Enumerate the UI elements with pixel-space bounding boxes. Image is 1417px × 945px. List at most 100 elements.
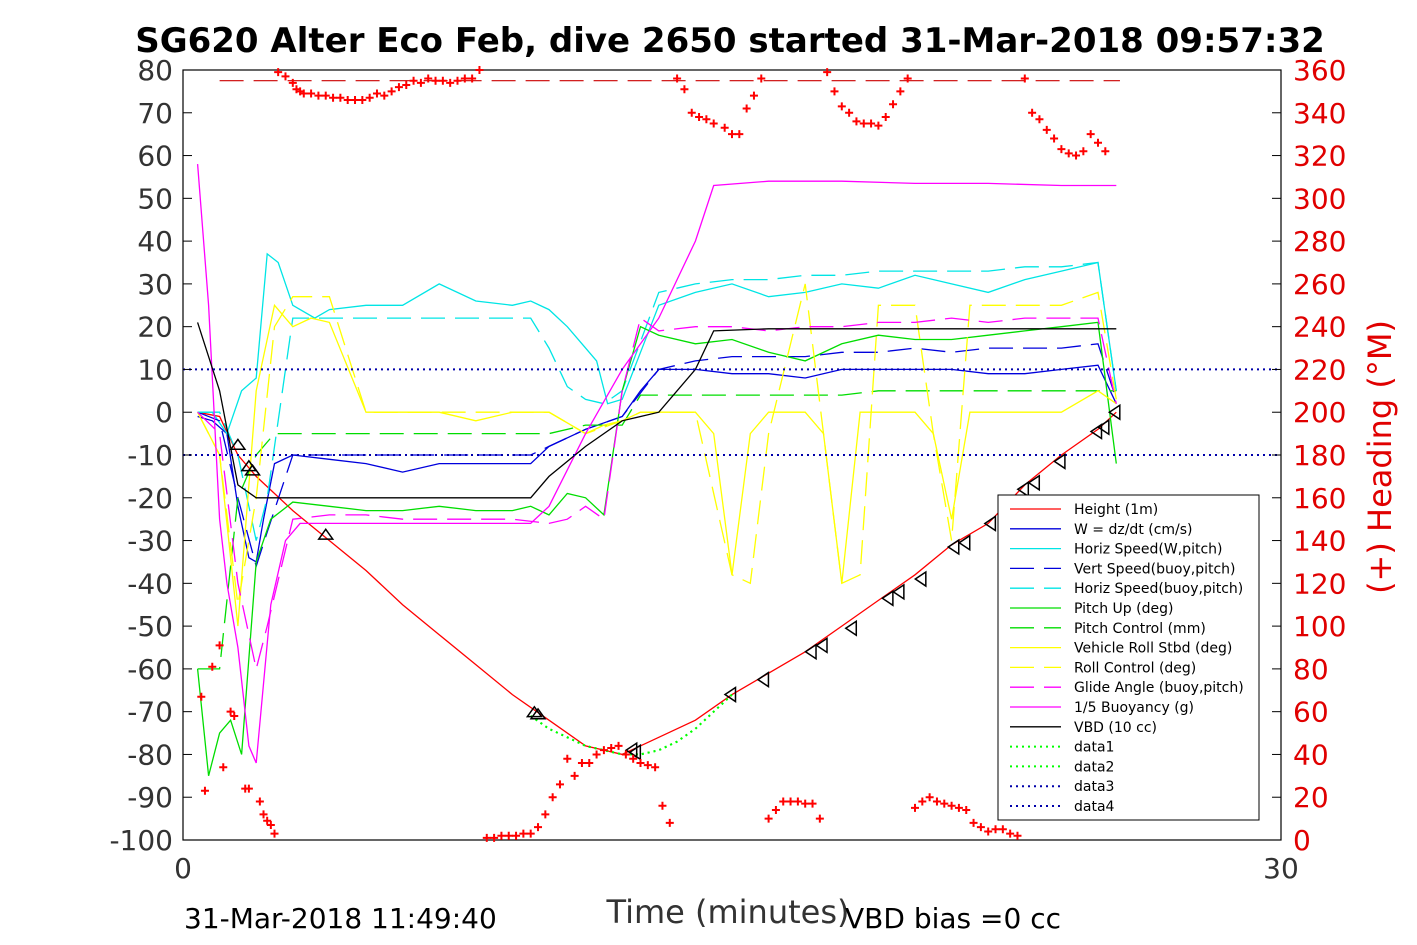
x-axis-ticks: 0 30 <box>174 852 1299 885</box>
series-line-4 <box>197 343 1117 569</box>
heading-point <box>490 833 499 842</box>
heading-point <box>380 91 389 100</box>
right-tick-label: 260 <box>1293 268 1346 301</box>
right-tick-label: 20 <box>1293 781 1329 814</box>
legend-label-5: Horiz Speed(buoy,pitch) <box>1074 581 1243 597</box>
heading-point <box>215 641 224 650</box>
left-tick-label: 10 <box>137 353 173 386</box>
heading-point <box>453 76 462 85</box>
heading-point <box>230 711 239 720</box>
heading-point <box>358 95 367 104</box>
series-line-10 <box>197 317 1117 670</box>
ascent-marker <box>1016 480 1030 498</box>
heading-point <box>636 759 645 767</box>
descent-marker <box>244 463 261 476</box>
left-tick-label: 70 <box>137 97 173 130</box>
heading-point <box>757 74 766 83</box>
heading-point <box>438 76 447 85</box>
right-tick-label: 340 <box>1293 97 1346 130</box>
heading-point <box>259 810 268 819</box>
heading-point <box>786 797 795 806</box>
ascent-marker <box>983 515 997 532</box>
heading-point <box>226 707 235 716</box>
heading-point <box>365 93 374 102</box>
heading-point <box>1094 138 1102 147</box>
ascent-marker <box>892 583 905 601</box>
footer-vbd-bias: VBD bias =0 cc <box>845 902 1061 935</box>
heading-point <box>577 759 586 767</box>
heading-layer <box>197 66 1110 842</box>
heading-point <box>643 761 652 770</box>
marker-layer <box>229 403 1121 761</box>
heading-point <box>823 68 832 77</box>
ascent-marker <box>1107 403 1121 421</box>
legend: Height (1m) W = dz/dt (cm/s) Horiz Speed(W… <box>997 494 1260 821</box>
series-line-6 <box>196 321 1117 776</box>
heading-point <box>336 93 345 102</box>
heading-point <box>1072 151 1081 160</box>
heading-point <box>482 833 491 842</box>
heading-point <box>607 744 616 753</box>
heading-point <box>808 799 817 808</box>
right-tick-label: 80 <box>1293 653 1329 686</box>
legend-label-1: Height (1m) <box>1074 502 1158 518</box>
right-tick-label: 300 <box>1293 182 1346 215</box>
legend-label-10: Glide Angle (buoy,pitch) <box>1074 680 1244 696</box>
heading-point <box>918 797 927 806</box>
heading-point <box>687 108 696 117</box>
heading-point <box>852 117 861 126</box>
descent-marker <box>317 527 335 540</box>
plot-area <box>183 66 1282 842</box>
series-line-11 <box>196 164 1117 764</box>
x-tick-label: 30 <box>1263 852 1299 885</box>
heading-point <box>270 829 279 838</box>
heading-point <box>343 95 352 104</box>
heading-point <box>274 68 283 77</box>
ascent-marker <box>1096 418 1110 436</box>
left-tick-label: 0 <box>155 396 173 429</box>
heading-point <box>1086 130 1095 139</box>
right-axis-label: (+) Heading (°M) <box>1361 320 1399 594</box>
heading-point <box>585 759 594 767</box>
heading-point <box>720 123 729 132</box>
heading-point <box>991 825 1000 834</box>
legend-label-16: data4 <box>1074 799 1115 815</box>
left-tick-label: -10 <box>127 439 173 472</box>
legend-label-4: Vert Speed(buoy,pitch) <box>1074 561 1236 577</box>
right-tick-label: 180 <box>1293 439 1346 472</box>
heading-point <box>1035 115 1044 124</box>
legend-label-3: Horiz Speed(W,pitch) <box>1074 542 1222 558</box>
heading-point <box>1057 145 1066 154</box>
heading-point <box>244 784 253 793</box>
heading-point <box>911 803 919 812</box>
ascent-marker <box>957 534 971 552</box>
heading-point <box>307 89 316 98</box>
legend-label-12: VBD (10 cc) <box>1074 720 1157 736</box>
heading-point <box>629 754 638 763</box>
right-tick-label: 100 <box>1293 610 1346 643</box>
heading-point <box>329 93 338 102</box>
heading-point <box>779 797 788 806</box>
heading-point <box>651 763 660 772</box>
right-tick-label: 280 <box>1293 225 1346 258</box>
heading-point <box>771 806 780 815</box>
heading-point <box>555 780 564 789</box>
legend-label-14: data2 <box>1074 759 1114 775</box>
heading-point <box>599 746 608 755</box>
heading-point <box>709 119 718 128</box>
heading-point <box>998 825 1007 834</box>
ascent-marker <box>844 619 858 637</box>
ascent-marker <box>628 743 642 761</box>
ascent-marker <box>1089 423 1103 440</box>
legend-label-8: Vehicle Roll Stbd (deg) <box>1074 641 1232 657</box>
ascent-marker <box>946 538 960 556</box>
heading-point <box>695 113 704 122</box>
heading-point <box>314 91 323 100</box>
heading-point <box>881 113 890 122</box>
series-line-12 <box>196 322 1117 499</box>
legend-label-7: Pitch Control (mm) <box>1074 621 1206 637</box>
ascent-marker <box>913 570 927 588</box>
ascent-marker <box>1053 453 1066 470</box>
ascent-marker <box>1027 474 1041 492</box>
